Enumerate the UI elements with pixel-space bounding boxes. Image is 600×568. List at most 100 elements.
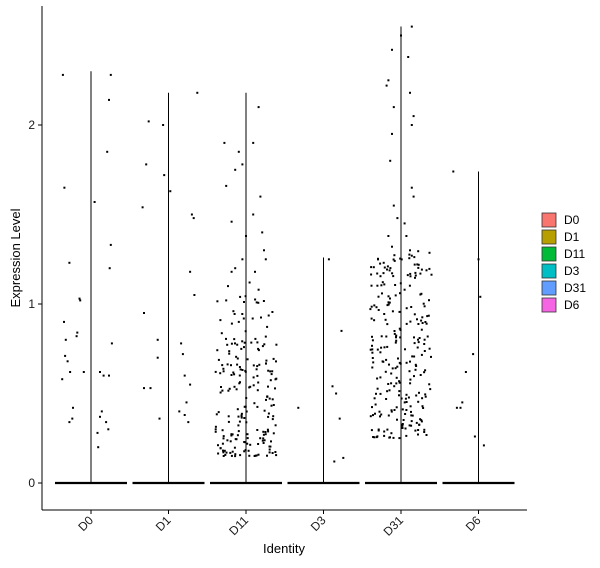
data-point <box>109 243 112 246</box>
data-point <box>241 163 244 166</box>
y-axis-ticks: 0 1 2 <box>28 118 42 490</box>
y-tick-label: 0 <box>28 476 35 490</box>
legend: D0 D1 D11 D3 D31 D6 <box>541 212 586 313</box>
data-point <box>219 391 222 394</box>
data-point <box>260 316 262 319</box>
violin-group-D11 <box>210 92 282 485</box>
data-point <box>236 363 239 366</box>
data-point <box>257 347 260 350</box>
data-point <box>370 429 373 432</box>
data-point <box>245 421 248 424</box>
data-point <box>423 350 426 352</box>
data-point <box>63 320 65 323</box>
data-point <box>370 284 373 287</box>
data-point <box>251 317 254 320</box>
data-point <box>416 263 419 266</box>
data-point <box>389 159 392 162</box>
data-point <box>389 297 391 300</box>
data-point <box>256 374 259 377</box>
data-point <box>393 259 396 262</box>
data-point <box>426 315 429 318</box>
data-point <box>64 338 67 341</box>
data-point <box>97 446 100 449</box>
data-point <box>420 328 423 331</box>
data-point <box>149 387 152 390</box>
data-point <box>228 387 231 390</box>
data-point <box>249 385 252 388</box>
data-point <box>258 363 261 366</box>
data-point <box>222 367 225 370</box>
data-point <box>396 365 399 368</box>
data-point <box>274 378 277 381</box>
data-point <box>405 361 408 364</box>
data-point <box>245 410 248 413</box>
data-point <box>219 319 222 322</box>
data-point <box>102 374 105 377</box>
data-point <box>257 349 260 352</box>
data-point <box>417 433 419 436</box>
point-cloud-D11 <box>214 295 278 458</box>
data-point <box>386 304 389 307</box>
data-point <box>409 378 412 381</box>
data-point <box>189 383 192 386</box>
data-point <box>398 381 401 384</box>
data-point <box>214 428 217 431</box>
data-point <box>388 389 391 392</box>
data-point <box>110 342 113 345</box>
data-point <box>404 397 407 400</box>
data-point <box>371 339 374 342</box>
data-point <box>227 285 229 288</box>
data-point <box>183 374 186 377</box>
data-point <box>226 363 229 366</box>
data-point <box>459 406 462 409</box>
data-point <box>216 349 219 352</box>
data-point <box>272 432 275 435</box>
data-point <box>370 266 373 269</box>
data-point <box>479 295 482 298</box>
data-point <box>370 273 373 276</box>
data-point <box>455 406 458 409</box>
data-point <box>226 439 229 442</box>
data-point <box>256 429 259 431</box>
data-point <box>230 322 233 325</box>
data-point <box>236 357 239 360</box>
data-point <box>214 425 217 428</box>
data-point <box>230 364 232 367</box>
data-point <box>221 389 224 392</box>
data-point <box>236 434 239 437</box>
data-point <box>410 414 413 417</box>
data-point <box>274 451 277 453</box>
data-point <box>233 446 236 449</box>
data-point <box>410 254 413 257</box>
data-point <box>217 358 220 361</box>
data-point <box>257 453 260 456</box>
plot-area <box>55 25 515 485</box>
data-point <box>417 429 420 431</box>
data-point <box>371 357 374 359</box>
data-point <box>417 266 420 269</box>
data-point <box>420 420 423 423</box>
data-point <box>61 378 64 381</box>
data-point <box>419 272 422 275</box>
data-point <box>452 170 455 173</box>
data-point <box>265 362 267 365</box>
data-point <box>369 348 372 351</box>
data-point <box>229 451 232 454</box>
data-point <box>390 409 393 412</box>
data-point <box>241 258 244 261</box>
data-point <box>225 451 228 454</box>
data-point <box>429 388 432 391</box>
data-point <box>143 387 145 390</box>
data-point <box>225 337 227 340</box>
data-point <box>386 268 388 271</box>
data-point <box>69 371 72 373</box>
data-point <box>390 382 393 385</box>
data-point <box>254 298 257 301</box>
data-point <box>398 310 401 313</box>
data-point <box>386 345 389 348</box>
data-point <box>256 405 259 408</box>
data-point <box>383 313 386 315</box>
data-point <box>383 283 386 286</box>
data-point <box>388 301 391 304</box>
data-point <box>76 331 79 334</box>
